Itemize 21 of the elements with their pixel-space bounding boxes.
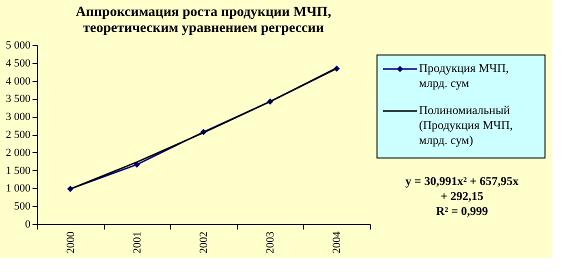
chart-title: Аппроксимация роста продукции МЧП, теоретическим уравнением регрессии [76,5,332,36]
y-tick-label: 5 000 [6,40,31,52]
y-tick-label: 3 000 [6,111,31,124]
y-tick-label: 0 [25,218,31,230]
y-tick-label: 1 500 [6,164,31,177]
x-tick-label: 2004 [331,231,344,254]
y-tick-label: 4 500 [6,57,31,70]
legend-label: Продукция МЧП, млрд. сум [419,61,509,90]
x-tick-label: 2000 [64,231,77,254]
y-tick-label: 3 500 [6,93,31,106]
y-tick-label: 4 000 [6,75,31,88]
x-tick-label: 2002 [198,232,210,254]
text: R² = 0,999 [436,204,488,218]
legend-label: Полиномиальный (Продукция МЧП, млрд. сум) [419,103,513,147]
y-tick-label: 2 000 [6,146,31,159]
text: y = 30,991x² + 657,95x + 292,15 [405,174,519,203]
x-tick-label: 2003 [264,231,277,254]
x-tick-label: 2001 [131,232,144,254]
y-tick-label: 2 500 [6,129,31,141]
y-tick-label: 500 [14,200,31,213]
y-tick-label: 1 000 [6,182,31,195]
